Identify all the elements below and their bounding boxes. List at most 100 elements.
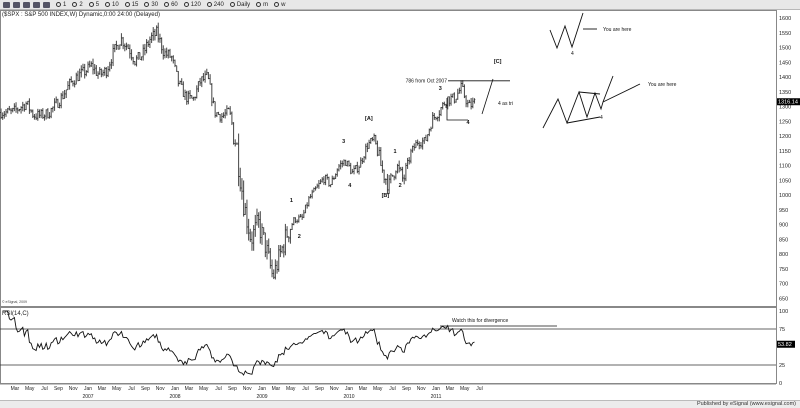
ohlc-bar [368, 139, 370, 149]
ohlc-bar [43, 114, 46, 121]
save-icon[interactable] [3, 1, 10, 8]
ohlc-bar [458, 87, 461, 94]
settings-icon[interactable] [33, 1, 40, 8]
ohlc-bar [443, 101, 446, 106]
time-tick-label: Mar [359, 386, 368, 392]
interval-button-5[interactable]: 5 [88, 2, 99, 8]
price-tick-label: 1250 [779, 119, 791, 125]
price-tick-label: 800 [779, 252, 788, 258]
ohlc-bar [329, 184, 332, 188]
interval-button-daily[interactable]: Daily [229, 2, 250, 8]
ohlc-bar [88, 60, 91, 68]
last-price-label: 1316.14 [778, 100, 798, 106]
ohlc-bar [120, 33, 123, 46]
ohlc-bar [374, 134, 377, 145]
ohlc-bar [103, 66, 106, 76]
time-tick-label: Sep [54, 386, 63, 392]
time-tick-label: May [25, 386, 35, 392]
price-panel [0, 10, 777, 307]
layout-icon[interactable] [13, 1, 20, 8]
ohlc-bar [376, 140, 379, 157]
ohlc-bar [297, 214, 300, 223]
ohlc-bar [202, 73, 205, 82]
ohlc-bar [246, 199, 248, 235]
ohlc-bar [453, 92, 456, 104]
interval-label: 15 [131, 1, 139, 8]
interval-button-2[interactable]: 2 [72, 1, 83, 8]
ohlc-bar [80, 65, 83, 78]
ohlc-bar [164, 48, 166, 59]
ohlc-bar [62, 91, 64, 100]
ohlc-bar [425, 134, 427, 141]
ohlc-bar [135, 55, 138, 67]
ohlc-bar [30, 109, 33, 113]
time-tick-label: May [286, 386, 296, 392]
price-tick-label: 1500 [779, 46, 791, 52]
ohlc-bar [205, 68, 208, 76]
ohlc-bar [31, 109, 34, 119]
time-tick-label: Sep [315, 386, 324, 392]
ohlc-bar [21, 101, 24, 112]
interval-button-60[interactable]: 60 [164, 2, 178, 8]
ohlc-bar [276, 260, 278, 274]
ohlc-bar [110, 59, 113, 69]
ohlc-bar [138, 52, 141, 60]
rsi-panel: 100 75 25 0 Watch this for divergence 53.82 [0, 309, 795, 387]
crosshair-icon[interactable] [43, 1, 50, 8]
interval-button-30[interactable]: 30 [144, 2, 158, 8]
ohlc-bar [207, 72, 210, 80]
ohlc-bar [190, 95, 193, 99]
interval-button-240[interactable]: 240 [206, 2, 224, 8]
ohlc-bar [204, 70, 207, 83]
ohlc-bar [328, 176, 330, 187]
ohlc-bar [73, 80, 76, 88]
ohlc-bar [82, 63, 84, 72]
clock-icon [274, 2, 280, 7]
interval-button-w[interactable]: w [274, 2, 286, 8]
interval-button-1[interactable]: 1 [56, 2, 66, 8]
ohlc-bar [65, 89, 68, 98]
ohlc-bar [257, 212, 260, 228]
interval-label: 120 [190, 1, 201, 8]
ohlc-bar [307, 196, 310, 207]
ohlc-bar [63, 89, 66, 99]
ohlc-bar [440, 106, 442, 117]
ohlc-bar [23, 103, 26, 112]
time-tick-label: Jul [476, 386, 482, 392]
interval-button-10[interactable]: 10 [105, 2, 119, 8]
clock-icon [88, 2, 94, 7]
ohlc-bar [470, 97, 473, 110]
ohlc-bar [169, 48, 171, 58]
divergence-note: Watch this for divergence [452, 318, 508, 324]
sketch-triangle-bottom [566, 116, 601, 124]
ohlc-bar [177, 70, 180, 87]
toolbar: 1 2 5 10 15 30 60 120 240 Daily m w [0, 0, 800, 10]
print-icon[interactable] [23, 1, 30, 8]
ohlc-bar [465, 95, 468, 108]
ohlc-bar [371, 137, 374, 142]
interval-button-120[interactable]: 120 [183, 1, 201, 8]
ohlc-bar [36, 108, 39, 121]
ohlc-bar [142, 44, 145, 61]
ohlc-bar [261, 223, 263, 245]
interval-button-m[interactable]: m [256, 2, 268, 8]
time-tick-label: Sep [141, 386, 150, 392]
ohlc-bar [214, 101, 217, 118]
ohlc-bar [133, 61, 136, 66]
time-tick-label: Mar [98, 386, 107, 392]
ohlc-bar [117, 44, 120, 50]
ohlc-bar [220, 113, 223, 124]
interval-label: 2 [79, 1, 83, 8]
ohlc-bar [25, 101, 27, 111]
ohlc-bar [1, 112, 4, 120]
ohlc-bar [282, 244, 285, 258]
ohlc-bar [468, 99, 471, 104]
time-tick-label: Nov [156, 386, 165, 392]
ohlc-bar [242, 180, 245, 217]
interval-button-15[interactable]: 15 [124, 1, 139, 8]
ohlc-bar [269, 248, 272, 269]
year-label: 2011 [431, 394, 442, 400]
time-tick-label: Mar [446, 386, 455, 392]
time-tick-label: Nov [69, 386, 78, 392]
